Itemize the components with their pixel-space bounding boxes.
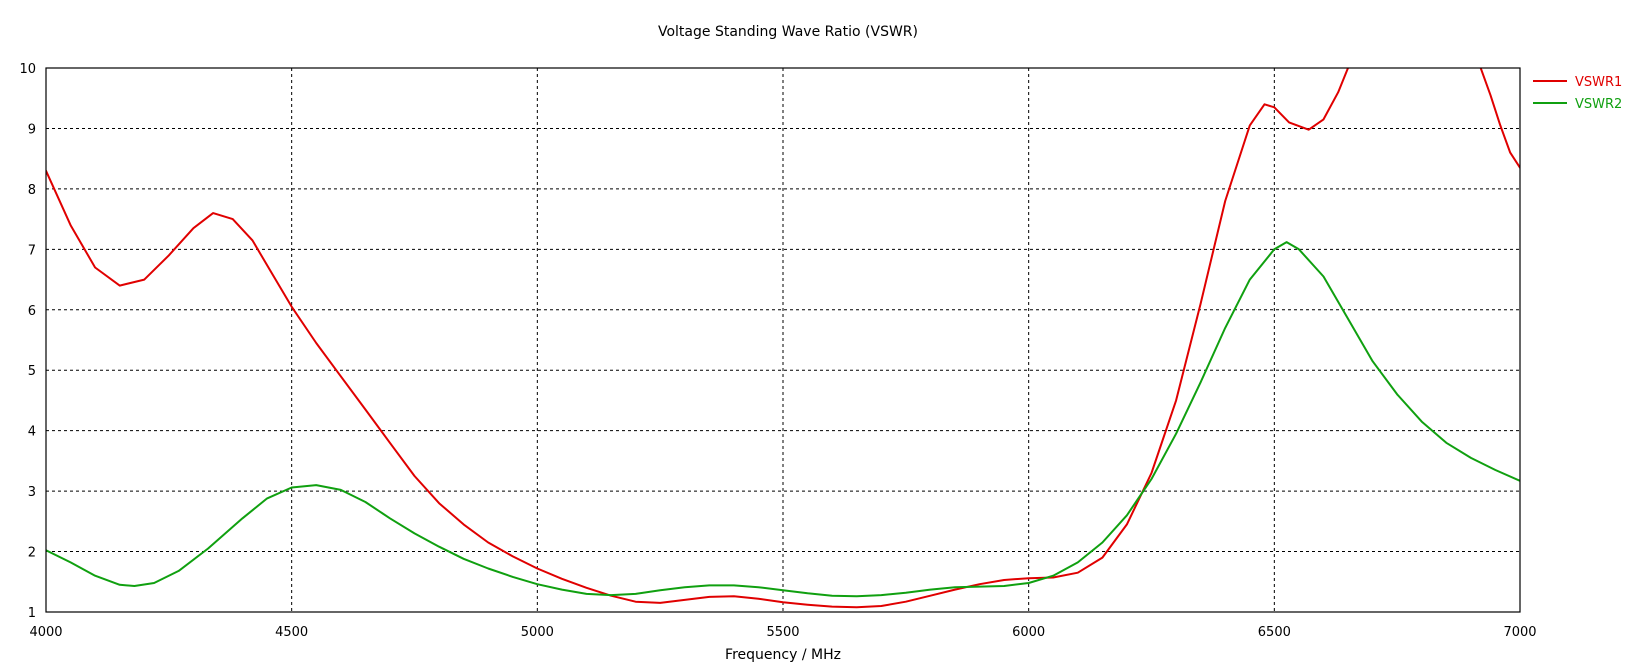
x-tick-label: 5000: [521, 625, 554, 640]
legend-label-vswr1: VSWR1: [1575, 75, 1622, 90]
y-tick-label: 7: [28, 243, 36, 258]
gridlines: [46, 68, 1520, 612]
x-tick-label: 4500: [275, 625, 308, 640]
x-tick-label: 4000: [29, 625, 62, 640]
y-tick-label: 4: [28, 425, 36, 440]
y-tick-label: 5: [28, 364, 36, 379]
y-tick-label: 2: [28, 546, 36, 561]
x-axis-label: Frequency / MHz: [725, 647, 841, 663]
y-tick-labels: 1 2 3 4 5 6 7 8 9 10: [19, 62, 36, 621]
x-tick-label: 5500: [766, 625, 799, 640]
y-tick-label: 10: [19, 62, 36, 77]
y-tick-label: 6: [28, 304, 36, 319]
x-tick-label: 7000: [1503, 625, 1536, 640]
y-tick-label: 8: [28, 183, 36, 198]
chart-title: Voltage Standing Wave Ratio (VSWR): [658, 24, 918, 40]
plot-area-clip-group: [46, 68, 1520, 609]
y-tick-label: 1: [28, 606, 36, 621]
y-tick-label: 3: [28, 485, 36, 500]
legend: VSWR1 VSWR2: [1533, 75, 1622, 112]
series-line-vswr1: [1479, 68, 1520, 169]
x-tick-label: 6500: [1258, 625, 1291, 640]
y-tick-label: 9: [28, 122, 36, 137]
series-line-vswr2: [46, 241, 1520, 598]
plot-frame: [45, 67, 1521, 613]
series-line-vswr1: [46, 68, 1349, 609]
x-tick-labels: 4000 4500 5000 5500 6000 6500 7000: [29, 625, 1536, 640]
legend-label-vswr2: VSWR2: [1575, 97, 1622, 112]
x-tick-label: 6000: [1012, 625, 1045, 640]
